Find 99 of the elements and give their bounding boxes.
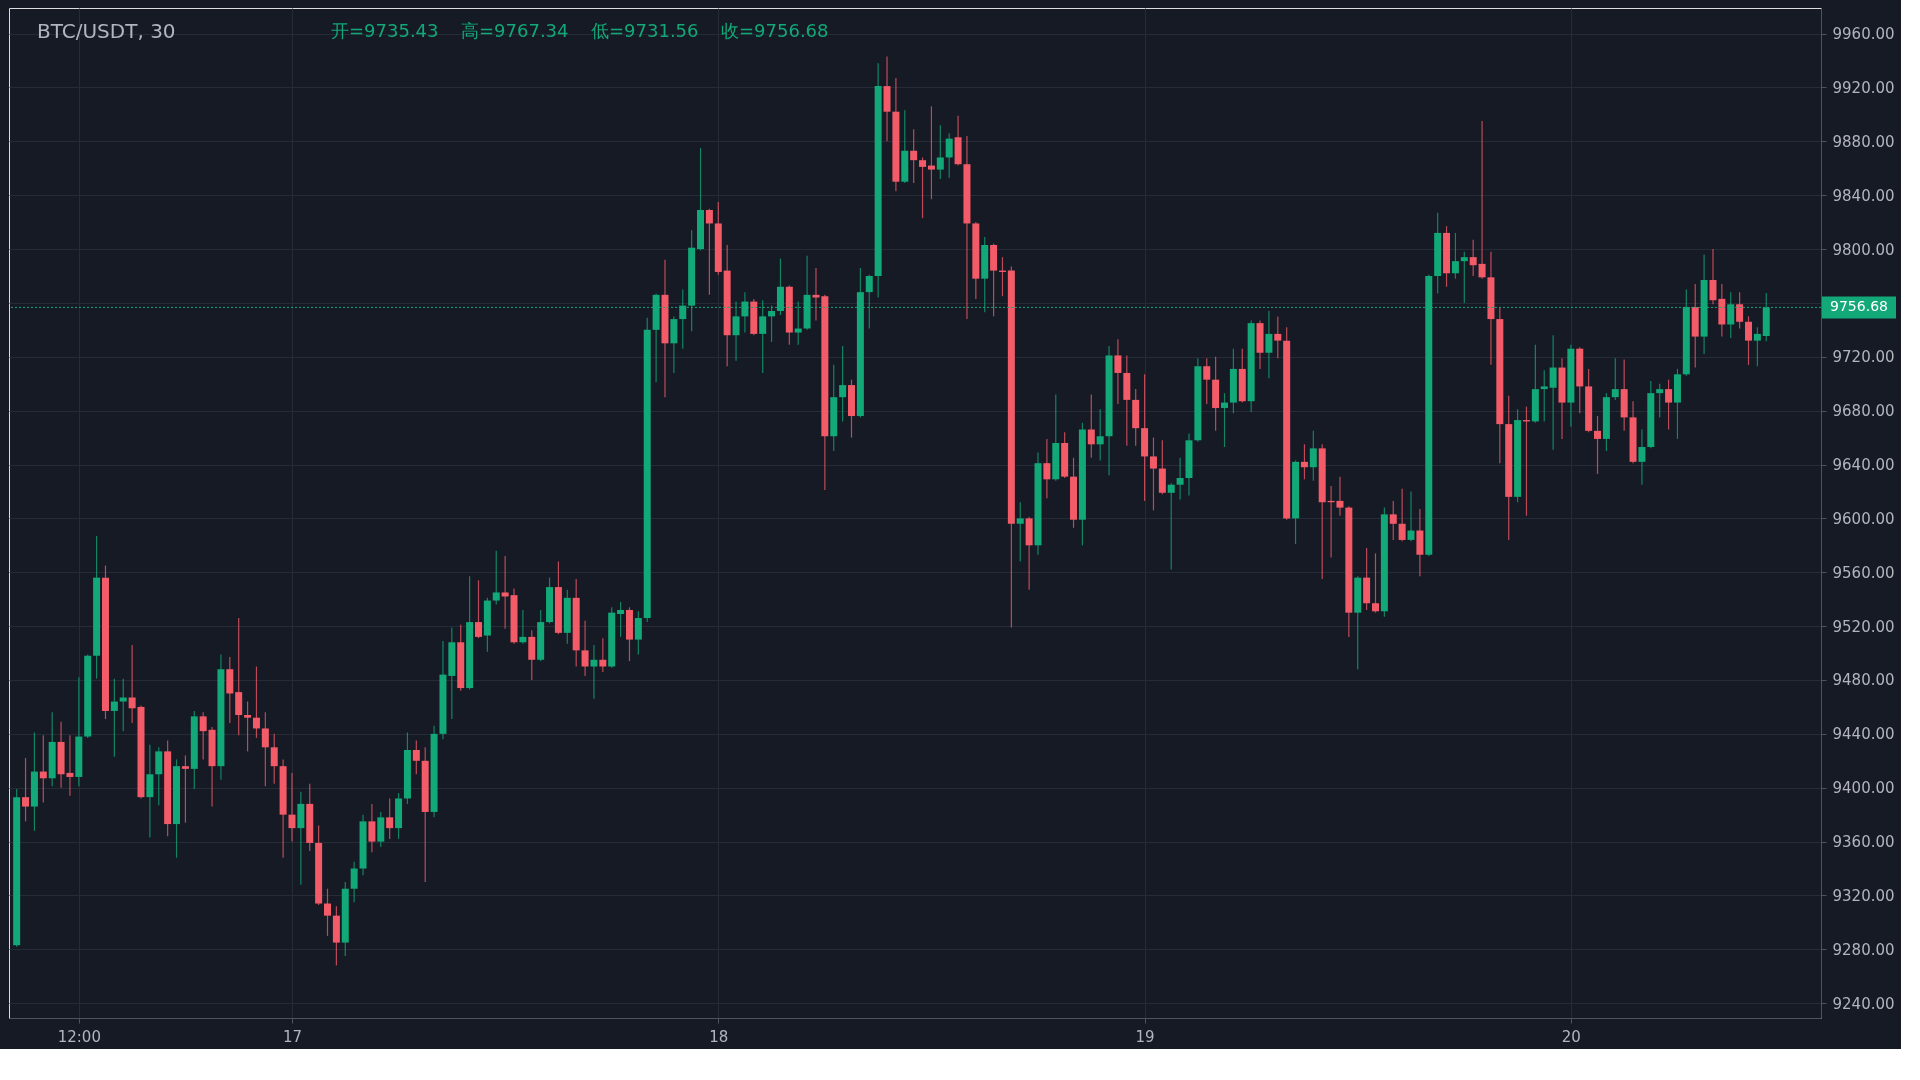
text: BTC/USDT, 30 [37,19,176,43]
y-tick-label: 9520.00 [1832,617,1895,636]
candlestick [412,739,420,775]
y-tick-label: 9960.00 [1832,25,1895,44]
candlestick [1736,291,1744,330]
y-tick-label: 9880.00 [1832,132,1895,151]
candlestick [1389,500,1397,541]
y-tick-label: 9600.00 [1832,509,1895,528]
candlestick [501,555,509,630]
candlestick [1096,408,1104,462]
candlestick [1149,436,1157,511]
candlestick [1656,383,1664,418]
candlestick [155,746,163,806]
candlestick [1203,357,1211,405]
candlestick [261,711,269,787]
candlestick [812,267,820,322]
candlestick [368,803,376,853]
candlestick [590,644,598,700]
candlestick [386,797,394,840]
y-tick-label: 9640.00 [1832,456,1895,475]
annotation: 开=9735.43 [331,20,439,41]
candlestick [244,700,252,752]
candlestick [1114,338,1122,405]
annotation: 收=9756.68 [721,20,829,41]
candlestick [1638,428,1646,486]
ref-line-label: 9756.68 [1830,298,1888,315]
candlestick [1087,393,1095,459]
candlestick [270,733,278,785]
y-tick-label: 9440.00 [1832,725,1895,744]
candlestick [1753,326,1761,367]
candlestick [1274,315,1282,359]
y-tick-label: 9360.00 [1832,833,1895,852]
y-tick-label: 9320.00 [1832,886,1895,905]
candlestick [599,637,607,673]
candlestick [617,601,625,638]
annotation: 高=9767.34 [461,20,569,41]
candlestick [528,629,536,681]
candlestick [927,105,935,200]
candlestick [350,861,358,903]
y-tick-label: 9720.00 [1832,348,1895,367]
candlestick [1167,482,1175,571]
candlestick [288,772,296,843]
y-tick-label: 9480.00 [1832,671,1895,690]
y-tick-label: 9800.00 [1832,240,1895,259]
y-tick-label: 9400.00 [1832,779,1895,798]
candlestick [1460,251,1468,304]
candlestick [910,128,918,184]
candlestick [936,124,944,180]
candlestick [1478,120,1486,280]
candlestick [1594,415,1602,475]
candlestick [839,345,847,423]
candlestick [945,132,953,179]
candlestick [474,579,482,639]
candlestick [1371,552,1379,614]
y-tick-label: 9240.00 [1832,994,1895,1013]
candlestick [199,711,207,761]
candlestick [919,156,927,219]
x-tick-label: 20 [1561,1027,1581,1046]
candlestick [1451,232,1459,280]
candlestick [1407,490,1415,542]
y-tick-label: 9920.00 [1832,78,1895,97]
y-tick-label: 9560.00 [1832,563,1895,582]
candlestick [581,620,589,677]
candlestick [705,208,713,296]
candlestick [1176,457,1184,501]
candlestick [1221,392,1229,448]
candlestick [1043,438,1051,499]
candlestick [1469,239,1477,277]
candlestick [146,744,154,839]
candlestick [1611,357,1619,401]
candlestick [181,754,189,824]
candlestick [1665,379,1673,431]
y-tick-label: 9280.00 [1832,940,1895,959]
candlestick [119,678,127,732]
x-tick-label: 17 [282,1027,303,1046]
x-tick-label: 18 [709,1027,729,1046]
candlestick [1745,315,1752,366]
candlestick [128,644,136,724]
candlestick [110,678,118,758]
candlestick [634,610,642,655]
x-tick-label: 19 [1135,1027,1155,1046]
y-tick-label: 9680.00 [1832,402,1895,421]
candlestick [1540,369,1548,423]
candlestick [1300,443,1308,480]
annotation: 低=9731.56 [591,20,699,41]
x-tick-label: 12:00 [57,1027,101,1046]
candlestick [252,665,260,739]
candlestick [1265,310,1273,379]
candlestick [235,617,243,736]
candlestick [1309,430,1317,482]
y-tick-label: 9840.00 [1832,186,1895,205]
candlestick [1549,334,1557,451]
candlestick [1709,248,1717,305]
candlestick [324,888,332,937]
candlestick [519,609,527,645]
candlestick [22,757,30,822]
candlestick [492,550,500,606]
candlestick [1398,488,1406,542]
candlestick [1016,501,1024,563]
